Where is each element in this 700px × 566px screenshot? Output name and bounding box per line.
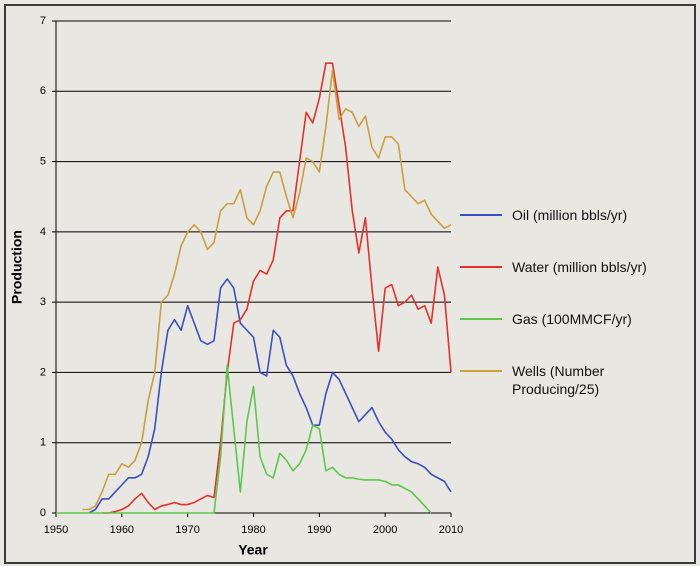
y-tick-label: 2: [40, 366, 46, 378]
y-tick-label: 6: [40, 85, 46, 97]
x-axis-title: Year: [238, 542, 268, 558]
legend-entry: Gas (100MMCF/yr): [460, 310, 692, 328]
y-tick-label: 7: [40, 15, 46, 27]
legend-label: Water (million bbls/yr): [512, 259, 647, 275]
legend-entry: Wells (Number Producing/25): [460, 362, 692, 398]
series-line: [102, 62, 452, 514]
series-line: [88, 278, 452, 514]
legend-label: Gas (100MMCF/yr): [512, 311, 632, 327]
y-tick-label: 5: [40, 155, 46, 167]
y-tick-label: 4: [40, 226, 46, 238]
y-tick-label: 1: [40, 437, 46, 449]
x-tick-label: 1960: [110, 524, 134, 536]
legend-label: Wells (Number Producing/25): [512, 363, 605, 397]
x-tick-label: 2000: [373, 524, 397, 536]
x-tick-label: 1990: [307, 524, 331, 536]
y-tick-label: 0: [40, 507, 46, 519]
x-tick-label: 1970: [175, 524, 199, 536]
legend-label: Oil (million bbls/yr): [512, 207, 628, 223]
legend-entry: Water (million bbls/yr): [460, 258, 692, 276]
x-tick-label: 2010: [439, 524, 463, 536]
frame: [4, 4, 696, 564]
legend-entry: Oil (million bbls/yr): [460, 206, 692, 224]
legend-swatch: [460, 318, 502, 320]
legend-swatch: [460, 370, 502, 372]
y-tick-label: 3: [40, 296, 46, 308]
legend-swatch: [460, 266, 502, 268]
series-line: [82, 69, 452, 511]
series-line: [56, 364, 432, 514]
x-tick-label: 1950: [44, 524, 68, 536]
legend-swatch: [460, 214, 502, 216]
x-tick-label: 1980: [241, 524, 265, 536]
y-axis-title: Production: [9, 230, 25, 304]
